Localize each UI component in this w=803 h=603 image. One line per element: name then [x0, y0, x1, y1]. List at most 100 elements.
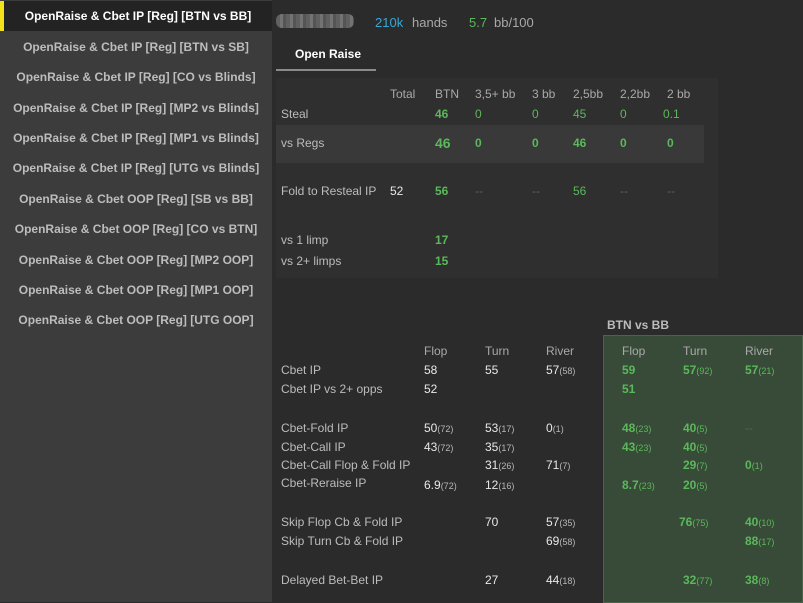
cbet-col-flop: Flop — [424, 344, 448, 358]
tab-open-raise[interactable]: Open Raise — [295, 47, 362, 61]
row-label-fold-to-resteal: Fold to Resteal IP — [281, 184, 377, 198]
cbet-col-turn: Turn — [485, 344, 510, 358]
cbet-ip-turn: 55 — [485, 363, 499, 377]
cbet-fold-flop: 50(72) — [424, 421, 454, 435]
row-label-cbet-ip: Cbet IP — [281, 363, 322, 377]
sidebar-item-openraise-cbet-oop-mp1-oop[interactable]: OpenRaise & Cbet OOP [Reg] [MP1 OOP] — [18, 283, 254, 297]
delayed-turn: 27 — [485, 573, 499, 587]
main-panel: 210k hands 5.7 bb/100 Open Raise Total B… — [272, 0, 803, 603]
cbet-fold-river: 0(1) — [546, 421, 564, 435]
sidebar-item-openraise-cbet-ip-btn-vs-sb[interactable]: OpenRaise & Cbet IP [Reg] [BTN vs SB] — [23, 40, 249, 54]
row-label-cbet-call-ip: Cbet-Call IP — [281, 440, 346, 454]
col-header-2-2bb: 2,2bb — [620, 87, 651, 101]
steal-btn: 46 — [435, 107, 449, 121]
bb-cbet-fold-turn: 40(5) — [683, 421, 708, 435]
cbet-call-flop: 43(72) — [424, 440, 454, 454]
vs-regs-2-5bb: 46 — [573, 136, 587, 150]
skip-flop-turn: 70 — [485, 515, 499, 529]
vs-2-limps-btn: 15 — [435, 254, 449, 268]
bb-cbet-ip-river: 57(21) — [745, 363, 775, 377]
fold-resteal-3bb: -- — [532, 184, 540, 198]
steal-2bb: 0.1 — [663, 107, 680, 121]
cbet-reraise-turn: 12(16) — [485, 478, 515, 492]
cbet-fold-turn: 53(17) — [485, 421, 515, 435]
bb-skip-flop-turn: 76(75) — [679, 515, 709, 529]
fold-resteal-total: 52 — [390, 184, 404, 198]
btn-vs-bb-panel — [603, 335, 803, 603]
delayed-river: 44(18) — [546, 573, 576, 587]
col-header-3bb: 3 bb — [532, 87, 556, 101]
sidebar-item-openraise-cbet-ip-mp1-vs-blinds[interactable]: OpenRaise & Cbet IP [Reg] [MP1 vs Blinds… — [13, 131, 259, 145]
steal-3-5bb: 0 — [475, 107, 482, 121]
row-label-vs-1-limp: vs 1 limp — [281, 233, 329, 247]
fold-resteal-2-2bb: -- — [620, 184, 628, 198]
bb-delayed-turn: 32(77) — [683, 573, 713, 587]
sidebar-item-openraise-cbet-oop-utg-oop[interactable]: OpenRaise & Cbet OOP [Reg] [UTG OOP] — [18, 313, 254, 327]
col-header-3-5bb: 3,5+ bb — [475, 87, 516, 101]
vs-regs-3-5bb: 0 — [475, 136, 482, 150]
steal-2-2bb: 0 — [620, 107, 627, 121]
hands-count: 210k — [375, 15, 404, 30]
bb-col-flop: Flop — [622, 344, 646, 358]
sidebar: OpenRaise & Cbet IP [Reg] [BTN vs BB] Op… — [0, 0, 272, 602]
fold-resteal-2-5bb: 56 — [573, 184, 587, 198]
row-label-delayed-bet-bet: Delayed Bet-Bet IP — [281, 573, 384, 587]
cbet-call-fold-river: 71(7) — [546, 458, 571, 472]
bb-delayed-river: 38(8) — [745, 573, 770, 587]
cbet-col-river: River — [546, 344, 575, 358]
row-label-vs-2-limps: vs 2+ limps — [281, 254, 342, 268]
row-label-cbet-reraise-ip: Cbet-Reraise IP — [281, 476, 367, 490]
sidebar-item-openraise-cbet-oop-sb-vs-bb[interactable]: OpenRaise & Cbet OOP [Reg] [SB vs BB] — [19, 192, 253, 206]
bb-skip-turn-river: 88(17) — [745, 534, 775, 548]
bb-cbet-reraise-turn: 20(5) — [683, 478, 708, 492]
row-label-skip-flop-cb-fold: Skip Flop Cb & Fold IP — [281, 515, 403, 529]
bb-cbet-ip-flop: 59 — [622, 363, 636, 377]
vs-regs-2bb: 0 — [667, 136, 674, 150]
cbet-ip-2-opps-flop: 52 — [424, 382, 438, 396]
player-name-blurred — [276, 14, 354, 28]
cbet-call-turn: 35(17) — [485, 440, 515, 454]
steal-3bb: 0 — [532, 107, 539, 121]
sidebar-item-openraise-cbet-ip-co-vs-blinds[interactable]: OpenRaise & Cbet IP [Reg] [CO vs Blinds] — [16, 70, 256, 84]
row-label-cbet-fold-ip: Cbet-Fold IP — [281, 421, 349, 435]
cbet-ip-river: 57(58) — [546, 363, 576, 377]
vs-regs-btn: 46 — [435, 135, 451, 151]
bb-cbet-reraise-flop: 8.7(23) — [622, 478, 655, 492]
hands-label: hands — [412, 15, 448, 30]
bb-cbet-fold-river: -- — [745, 421, 753, 435]
open-raise-panel — [276, 78, 718, 278]
row-label-cbet-call-flop-fold: Cbet-Call Flop & Fold IP — [281, 458, 411, 472]
bb-col-river: River — [745, 344, 774, 358]
vs-regs-row-highlight — [276, 125, 704, 163]
bb-cbet-ip-turn: 57(92) — [683, 363, 713, 377]
row-label-vs-regs: vs Regs — [281, 136, 325, 150]
sidebar-item-openraise-cbet-oop-co-vs-btn[interactable]: OpenRaise & Cbet OOP [Reg] [CO vs BTN] — [14, 222, 258, 236]
tab-underline — [276, 69, 376, 71]
col-header-2-5bb: 2,5bb — [573, 87, 604, 101]
winrate-unit: bb/100 — [494, 15, 534, 30]
sidebar-item-openraise-cbet-ip-utg-vs-blinds[interactable]: OpenRaise & Cbet IP [Reg] [UTG vs Blinds… — [12, 161, 260, 175]
row-label-steal: Steal — [281, 107, 309, 121]
col-header-btn: BTN — [435, 87, 459, 101]
cbet-reraise-flop: 6.9(72) — [424, 478, 457, 492]
sidebar-item-openraise-cbet-ip-btn-vs-bb[interactable]: OpenRaise & Cbet IP [Reg] [BTN vs BB] — [0, 1, 272, 31]
steal-2-5bb: 45 — [573, 107, 587, 121]
bb-col-turn: Turn — [683, 344, 708, 358]
fold-resteal-btn: 56 — [435, 184, 449, 198]
fold-resteal-2bb: -- — [667, 184, 675, 198]
bb-cbet-call-flop: 43(23) — [622, 440, 652, 454]
sidebar-item-openraise-cbet-oop-mp2-oop[interactable]: OpenRaise & Cbet OOP [Reg] [MP2 OOP] — [18, 253, 254, 267]
sidebar-item-openraise-cbet-ip-mp2-vs-blinds[interactable]: OpenRaise & Cbet IP [Reg] [MP2 vs Blinds… — [13, 101, 259, 115]
vs-1-limp-btn: 17 — [435, 233, 449, 247]
cbet-call-fold-turn: 31(26) — [485, 458, 515, 472]
skip-turn-river: 69(58) — [546, 534, 576, 548]
cbet-ip-flop: 58 — [424, 363, 438, 377]
vs-regs-3bb: 0 — [532, 136, 539, 150]
vs-regs-2-2bb: 0 — [620, 136, 627, 150]
bb-skip-flop-river: 40(10) — [745, 515, 775, 529]
skip-flop-river: 57(35) — [546, 515, 576, 529]
fold-resteal-3-5bb: -- — [475, 184, 483, 198]
row-label-skip-turn-cb-fold: Skip Turn Cb & Fold IP — [281, 534, 404, 548]
bb-cbet-fold-flop: 48(23) — [622, 421, 652, 435]
bb-cbet-call-fold-turn: 29(7) — [683, 458, 708, 472]
